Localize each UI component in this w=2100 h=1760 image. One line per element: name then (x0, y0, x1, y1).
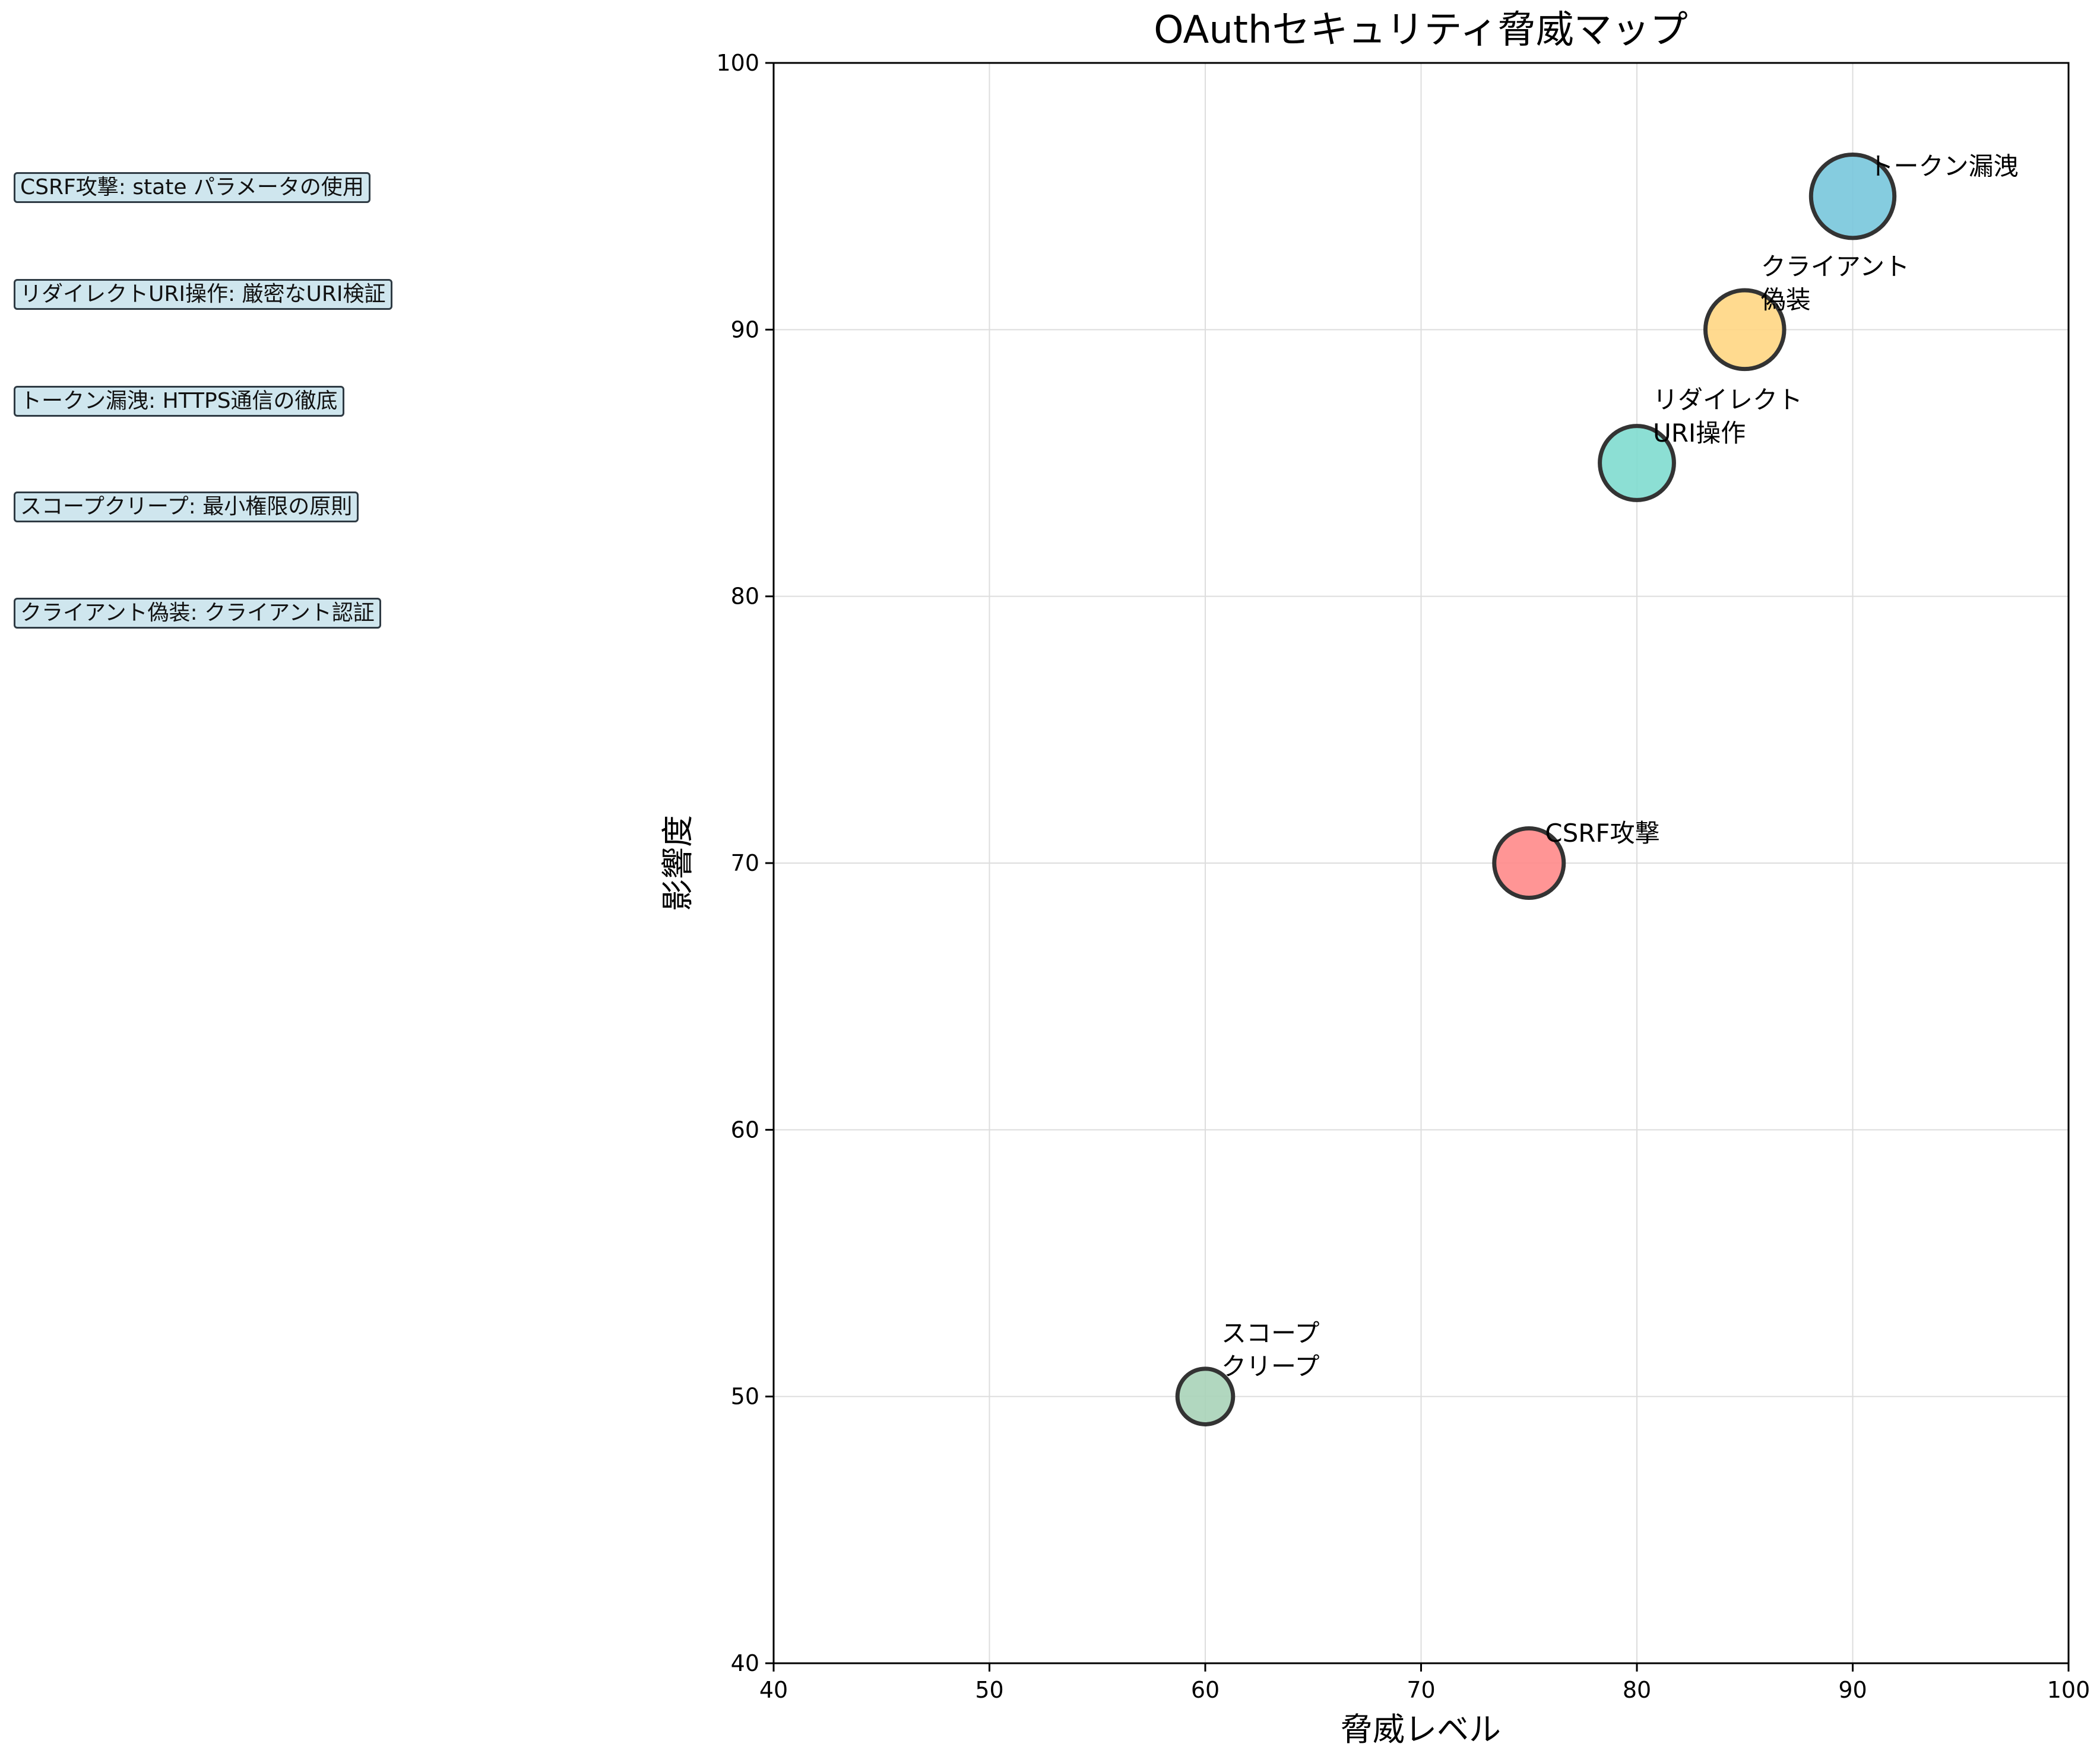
axis-ticks: 40 50 60 70 80 90 100 40 50 60 70 80 90 100 (716, 50, 2090, 1703)
y-tick-label: 80 (731, 584, 759, 610)
y-tick-label: 40 (731, 1650, 759, 1676)
x-tick-label: 60 (1191, 1677, 1220, 1703)
y-tick-label: 60 (731, 1117, 759, 1143)
y-axis-label: 影響度 (659, 815, 696, 911)
x-tick-label: 80 (1623, 1677, 1651, 1703)
threat-label: スコープクリープ (1221, 1319, 1319, 1381)
threat-bubble (1175, 1366, 1236, 1426)
mitigation-note-csrf: CSRF攻撃: state パラメータの使用 (14, 172, 370, 203)
threat-label: リダイレクト URI操作 (1653, 385, 1803, 448)
mitigation-note-scope-creep: スコープクリープ: 最小権限の原則 (14, 491, 359, 522)
y-tick-label: 70 (731, 850, 759, 876)
x-tick-label: 50 (975, 1677, 1003, 1703)
mitigation-note-client-impersonation: クライアント偽装: クライアント認証 (14, 598, 381, 629)
y-tick-label: 100 (716, 50, 759, 76)
x-axis-label: 脅威レベル (1341, 1711, 1501, 1748)
threat-bubble (1492, 826, 1566, 900)
mitigation-note-token-leak: トークン漏洩: HTTPS通信の徹底 (14, 386, 344, 417)
threat-label: CSRF攻撃 (1545, 819, 1659, 848)
data-points (1175, 152, 1897, 1426)
x-tick-label: 90 (1838, 1677, 1867, 1703)
chart-title: OAuthセキュリティ脅威マップ (1154, 8, 1687, 52)
y-tick-label: 50 (731, 1384, 759, 1410)
y-tick-label: 90 (731, 316, 759, 343)
x-tick-label: 100 (2047, 1677, 2091, 1703)
x-tick-label: 40 (759, 1677, 788, 1703)
x-tick-label: 70 (1407, 1677, 1435, 1703)
grid-lines (773, 62, 2069, 1664)
mitigation-note-redirect-uri: リダイレクトURI操作: 厳密なURI検証 (14, 279, 392, 310)
threat-bubble (1598, 424, 1676, 502)
threat-label: クライアント偽装 (1761, 252, 1909, 314)
threat-label: トークン漏洩 (1869, 152, 2019, 181)
threat-bubble (1703, 288, 1787, 372)
threat-bubble (1808, 152, 1897, 240)
